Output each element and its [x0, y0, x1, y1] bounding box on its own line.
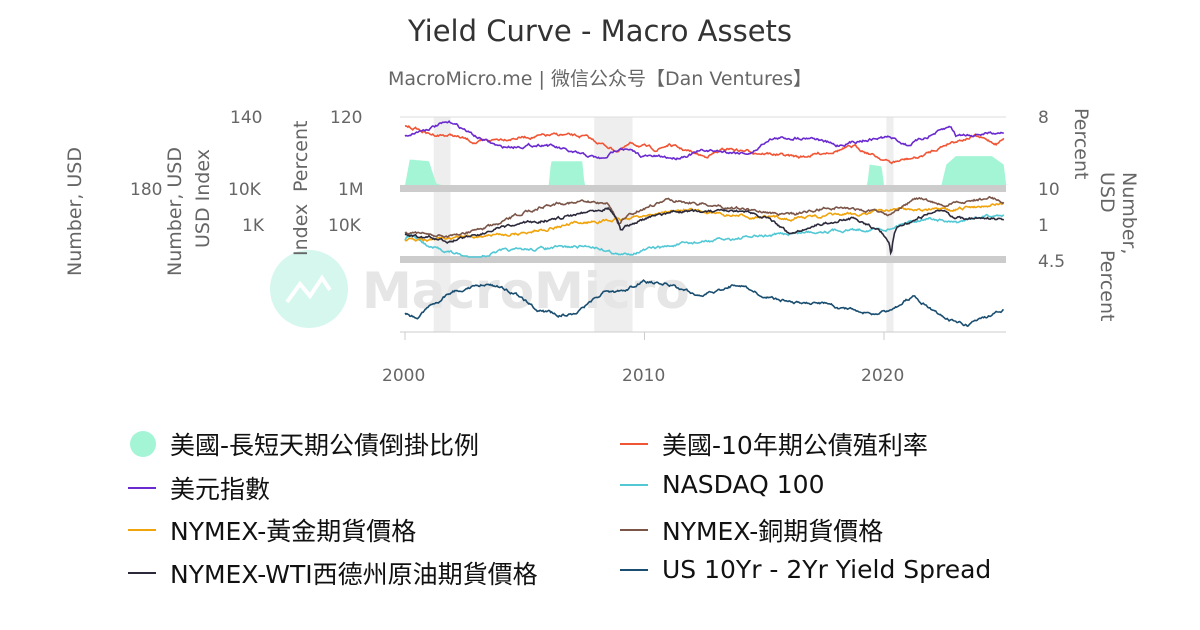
- series-area: [405, 156, 1007, 185]
- left-tick: 10K: [328, 216, 361, 236]
- x-tick: 2020: [861, 366, 905, 386]
- watermark-logo-icon: [285, 274, 332, 304]
- recession-band: [433, 117, 451, 332]
- legend-item[interactable]: 美國-長短天期公債倒掛比例: [128, 426, 479, 462]
- right-tick: 4.5: [1038, 252, 1066, 272]
- legend-marker-icon: [128, 529, 156, 531]
- legend-marker-icon: [620, 529, 648, 531]
- left-axis-title: Percent: [290, 120, 312, 193]
- legend-marker-icon: [128, 572, 156, 574]
- legend-item[interactable]: NYMEX-銅期貨價格: [620, 512, 883, 548]
- series-line: [404, 125, 1005, 165]
- legend-item[interactable]: US 10Yr - 2Yr Yield Spread: [620, 555, 991, 584]
- legend-marker-icon: [620, 568, 648, 571]
- left-tick: 1M: [338, 180, 364, 200]
- right-axis-title: Percent: [1096, 250, 1118, 322]
- legend-marker-icon: [130, 431, 156, 457]
- series-line: [404, 206, 1005, 256]
- recession-band: [886, 117, 894, 332]
- left-tick: 180: [130, 180, 163, 200]
- legend-marker-icon: [620, 483, 648, 486]
- left-axis-title: Number, USD: [164, 146, 186, 276]
- left-tick: 1K: [242, 216, 264, 236]
- legend-label: US 10Yr - 2Yr Yield Spread: [662, 555, 992, 584]
- chart-subtitle: MacroMicro.me | 微信公众号【Dan Ventures】: [387, 68, 813, 90]
- left-tick: 10K: [228, 180, 261, 200]
- chart-title: Yield Curve - Macro Assets: [407, 14, 793, 48]
- left-axis-title: USD Index: [192, 149, 214, 248]
- right-tick: 10: [1038, 180, 1060, 200]
- legend-item[interactable]: NASDAQ 100: [620, 470, 825, 499]
- legend-label: NASDAQ 100: [662, 470, 825, 499]
- right-tick: 1: [1038, 216, 1049, 236]
- legend-label: 美元指數: [170, 475, 271, 504]
- x-tick: 2000: [382, 366, 426, 386]
- watermark-text: MacroMicro: [362, 262, 690, 320]
- right-tick: 8: [1038, 108, 1049, 128]
- legend-label: NYMEX-黃金期貨價格: [170, 517, 417, 546]
- legend-item[interactable]: 美國-10年期公債殖利率: [620, 426, 928, 462]
- panel-separator: [400, 256, 1006, 263]
- legend-item[interactable]: NYMEX-WTI西德州原油期貨價格: [128, 555, 538, 591]
- left-axis-title: Index: [290, 203, 312, 256]
- watermark-logo-icon: [270, 250, 348, 328]
- legend-label: 美國-長短天期公債倒掛比例: [170, 431, 480, 460]
- left-tick: 140: [230, 108, 263, 128]
- series-line: [404, 279, 1004, 328]
- legend-label: NYMEX-銅期貨價格: [662, 517, 884, 546]
- panel-separator: [400, 185, 1006, 192]
- legend-item[interactable]: 美元指數: [128, 470, 270, 506]
- series-line: [404, 195, 1005, 239]
- legend-label: NYMEX-WTI西德州原油期貨價格: [170, 560, 538, 589]
- legend-marker-icon: [128, 487, 156, 489]
- legend-item[interactable]: NYMEX-黃金期貨價格: [128, 512, 416, 548]
- series-line: [404, 119, 1005, 161]
- right-axis-title: Percent: [1070, 108, 1092, 180]
- x-tick: 2010: [622, 366, 666, 386]
- legend-label: 美國-10年期公債殖利率: [662, 431, 928, 460]
- legend-marker-icon: [620, 443, 648, 445]
- left-tick: 120: [330, 108, 363, 128]
- left-axis-title: Number, USD: [64, 146, 86, 276]
